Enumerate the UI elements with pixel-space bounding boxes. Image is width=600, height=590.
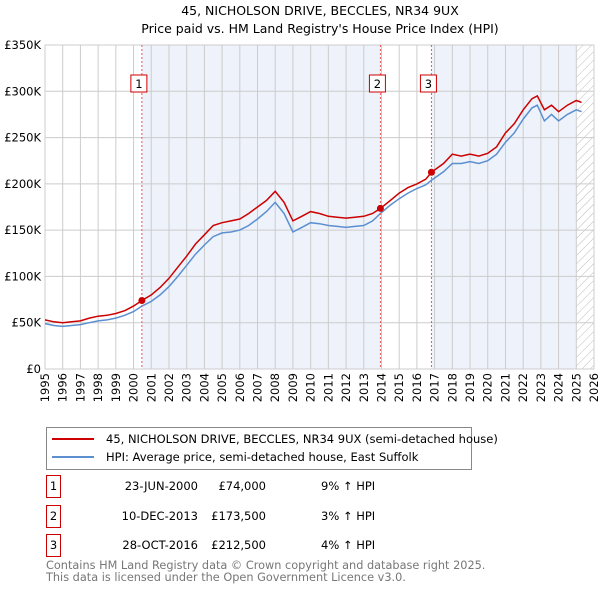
x-tick-label: 2012 bbox=[339, 373, 353, 402]
legend: 45, NICHOLSON DRIVE, BECCLES, NR34 9UX (… bbox=[46, 427, 498, 470]
price-chart: 45, NICHOLSON DRIVE, BECCLES, NR34 9UX P… bbox=[4, 3, 600, 402]
sale-price: £74,000 bbox=[218, 479, 266, 493]
x-tick-label: 1997 bbox=[73, 373, 87, 402]
y-tick-label: £350K bbox=[4, 38, 41, 52]
x-tick-label: 1999 bbox=[109, 373, 123, 402]
legend-item-property: 45, NICHOLSON DRIVE, BECCLES, NR34 9UX (… bbox=[52, 432, 498, 446]
chart-subtitle: Price paid vs. HM Land Registry's House … bbox=[141, 21, 498, 36]
legend-swatch-red bbox=[52, 438, 94, 440]
shaded-period bbox=[431, 45, 577, 369]
legend-label: 45, NICHOLSON DRIVE, BECCLES, NR34 9UX (… bbox=[106, 432, 498, 446]
plot-area: £0 £50K £100K £150K £200K £250K £300K £350K 1995… bbox=[4, 38, 600, 402]
x-tick-label: 2017 bbox=[428, 373, 442, 402]
x-tick-label: 2002 bbox=[162, 373, 176, 402]
sale-date: 28-OCT-2016 bbox=[122, 538, 198, 552]
sale-label-box bbox=[419, 74, 437, 93]
sale-row: 1 23-JUN-2000 £74,000 9% ↑ HPI bbox=[46, 475, 446, 498]
y-tick-label: £50K bbox=[12, 316, 42, 330]
sale-date: 23-JUN-2000 bbox=[124, 479, 198, 493]
sale-price: £212,500 bbox=[211, 538, 266, 552]
x-tick-label: 2008 bbox=[268, 373, 282, 402]
sale-price: £173,500 bbox=[211, 509, 266, 523]
x-tick-label: 2020 bbox=[481, 373, 495, 402]
shaded-period bbox=[141, 45, 381, 369]
future-hatch bbox=[576, 45, 594, 369]
x-tick-label: 2013 bbox=[357, 373, 371, 402]
legend-label: HPI: Average price, semi-detached house,… bbox=[106, 450, 419, 464]
x-tick-label: 2021 bbox=[498, 373, 512, 402]
x-tick-label: 2001 bbox=[144, 373, 158, 402]
sale-point bbox=[376, 204, 384, 212]
sale-point bbox=[138, 296, 146, 304]
x-tick-label: 2025 bbox=[569, 373, 583, 402]
x-tick-label: 2016 bbox=[410, 373, 424, 402]
footer: Contains HM Land Registry data © Crown c… bbox=[46, 560, 485, 583]
x-tick-label: 2004 bbox=[197, 373, 211, 402]
x-tick-label: 2000 bbox=[127, 373, 141, 402]
x-tick-label: 2006 bbox=[233, 373, 247, 402]
legend-swatch-blue bbox=[52, 456, 94, 458]
sale-label-number: 1 bbox=[135, 77, 142, 91]
sale-hpi: 3% ↑ HPI bbox=[321, 509, 376, 523]
x-tick-label: 2010 bbox=[304, 373, 318, 402]
sale-label-number: 3 bbox=[425, 77, 432, 91]
hpi-line bbox=[44, 104, 582, 328]
y-tick-label: £200K bbox=[4, 177, 41, 191]
x-tick-label: 2019 bbox=[463, 373, 477, 402]
x-tick-label: 2007 bbox=[251, 373, 265, 402]
x-tick-label: 2015 bbox=[392, 373, 406, 402]
sale-marker-badge: 1 bbox=[46, 475, 61, 498]
copyright-text: Contains HM Land Registry data © Crown c… bbox=[46, 559, 486, 572]
x-tick-label: 2011 bbox=[321, 373, 335, 402]
x-tick-label: 1998 bbox=[91, 373, 105, 402]
x-tick-label: 2009 bbox=[286, 373, 300, 402]
x-tick-label: 1995 bbox=[38, 373, 52, 402]
x-tick-label: 2026 bbox=[587, 373, 600, 402]
y-tick-label: £100K bbox=[4, 269, 41, 283]
sale-row: 3 28-OCT-2016 £212,500 4% ↑ HPI bbox=[46, 534, 446, 557]
sale-date: 10-DEC-2013 bbox=[121, 509, 198, 523]
sale-hpi: 9% ↑ HPI bbox=[321, 479, 376, 493]
sale-label-box bbox=[130, 74, 148, 93]
y-tick-label: £250K bbox=[4, 131, 41, 145]
x-tick-label: 2003 bbox=[180, 373, 194, 402]
sale-row: 2 10-DEC-2013 £173,500 3% ↑ HPI bbox=[46, 505, 446, 528]
sale-marker-badge: 2 bbox=[46, 505, 61, 528]
sale-hpi: 4% ↑ HPI bbox=[321, 538, 376, 552]
y-tick-label: £0 bbox=[26, 362, 41, 376]
sale-marker-badge: 3 bbox=[46, 534, 61, 557]
y-tick-label: £300K bbox=[4, 84, 41, 98]
licence-text: This data is licensed under the Open Gov… bbox=[46, 570, 406, 584]
x-tick-label: 2014 bbox=[374, 373, 388, 402]
y-tick-label: £150K bbox=[4, 223, 41, 237]
x-tick-label: 2024 bbox=[552, 373, 566, 402]
sale-label-number: 2 bbox=[374, 77, 381, 91]
plot-frame bbox=[44, 44, 595, 370]
x-tick-label: 2018 bbox=[445, 373, 459, 402]
chart-title: 45, NICHOLSON DRIVE, BECCLES, NR34 9UX bbox=[181, 3, 459, 18]
x-tick-label: 2022 bbox=[516, 373, 530, 402]
property-price-line bbox=[44, 94, 582, 324]
x-tick-label: 1996 bbox=[56, 373, 70, 402]
x-tick-label: 2023 bbox=[534, 373, 548, 402]
x-tick-label: 2005 bbox=[215, 373, 229, 402]
sale-point bbox=[427, 168, 435, 176]
legend-item-hpi: HPI: Average price, semi-detached house,… bbox=[52, 450, 418, 464]
sale-label-box bbox=[368, 74, 386, 93]
